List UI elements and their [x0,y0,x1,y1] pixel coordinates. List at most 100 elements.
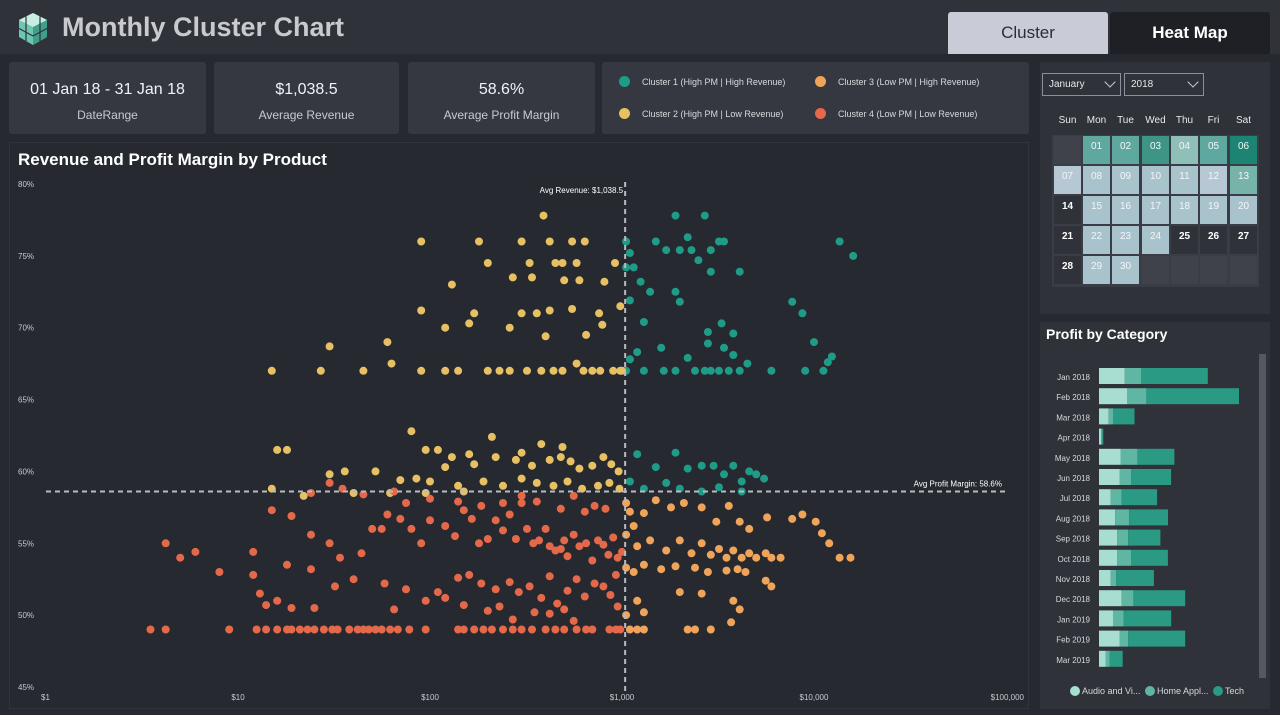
data-point-cluster-4 [417,539,426,548]
data-point-cluster-4 [551,625,560,634]
calendar-day[interactable]: 10 [1142,166,1169,194]
data-point-cluster-3 [727,618,736,627]
calendar-day[interactable]: 23 [1112,226,1139,254]
data-point-cluster-4 [553,599,562,608]
data-point-cluster-4 [390,605,399,614]
data-point-cluster-1 [729,351,738,359]
data-point-cluster-4 [345,625,354,634]
calendar-day[interactable]: 20 [1230,196,1257,224]
calendar-day[interactable]: 02 [1112,136,1139,164]
legend-audio-video[interactable]: Audio and Vi... [1070,686,1140,696]
data-point-cluster-3 [817,529,826,538]
calendar-day[interactable]: 19 [1200,196,1227,224]
bar-segment-3 [1116,570,1154,586]
calendar-day[interactable]: 22 [1083,226,1110,254]
calendar-day[interactable]: 30 [1112,256,1139,284]
calendar-day[interactable]: 08 [1083,166,1110,194]
calendar-day[interactable]: 18 [1171,196,1198,224]
legend-cluster-4[interactable]: Cluster 4 (Low PM | Low Revenue) [815,108,977,119]
calendar-day[interactable]: 13 [1230,166,1257,194]
data-point-cluster-3 [697,589,706,598]
legend-cluster-2[interactable]: Cluster 2 (High PM | Low Revenue) [619,108,783,119]
legend-dot-cluster-1 [619,76,630,87]
data-point-cluster-1 [697,461,706,470]
data-point-cluster-3 [679,499,688,507]
data-point-cluster-2 [299,491,308,500]
calendar-day[interactable]: 09 [1112,166,1139,194]
kpi-average-profit-margin-label: Average Profit Margin [443,108,560,122]
year-select[interactable]: 2018 [1124,73,1204,96]
calendar-day[interactable]: 12 [1200,166,1227,194]
profit-by-category-chart[interactable]: Jan 2018 Feb 2018 Mar 2018 Apr 2018 May 2018… [1040,354,1258,709]
data-point-cluster-4 [483,535,492,543]
data-point-cluster-4 [535,536,544,545]
scatter-chart[interactable]: 80% 75% 70% 65% 60% 55% 50% 45% $1 $10 $100 $1,000 $… [10,143,1028,708]
data-point-cluster-2 [609,366,618,375]
data-point-cluster-4 [537,593,546,602]
data-point-cluster-1 [849,251,858,260]
data-point-cluster-3 [697,503,706,512]
data-point-cluster-1 [675,246,684,255]
scrollbar[interactable] [1259,354,1266,678]
data-point-cluster-3 [761,549,770,558]
scatter-chart-panel: Revenue and Profit Margin by Product 80%… [9,142,1029,709]
tab-heat-map[interactable]: Heat Map [1110,12,1270,54]
calendar-day[interactable]: 14 [1054,196,1081,224]
data-point-cluster-2 [545,237,554,246]
calendar-day[interactable]: 03 [1142,136,1169,164]
data-point-cluster-2 [566,457,575,466]
data-point-cluster-2 [349,489,358,497]
legend-tech[interactable]: Tech [1213,686,1244,696]
legend-dot-cluster-3 [815,76,826,87]
legend-home-appliances[interactable]: Home Appl... [1145,686,1209,696]
data-point-cluster-2 [417,237,426,246]
data-point-cluster-1 [625,355,634,364]
calendar-day[interactable]: 05 [1200,136,1227,164]
data-point-cluster-4 [483,606,492,615]
calendar-day[interactable]: 26 [1200,226,1227,254]
data-point-cluster-4 [582,539,591,548]
legend-cluster-1[interactable]: Cluster 1 (High PM | High Revenue) [619,76,785,87]
data-point-cluster-2 [517,309,526,318]
data-point-cluster-1 [743,359,752,368]
calendar-day[interactable]: 07 [1054,166,1081,194]
legend-label-cluster-3: Cluster 3 (Low PM | High Revenue) [838,76,980,87]
data-point-cluster-3 [671,562,680,571]
calendar-day[interactable]: 01 [1083,136,1110,164]
calendar-day[interactable]: 28 [1054,256,1081,284]
calendar-day[interactable]: 17 [1142,196,1169,224]
calendar-day[interactable]: 21 [1054,226,1081,254]
calendar-day[interactable]: 27 [1230,226,1257,254]
data-point-cluster-1 [625,477,634,486]
calendar-day[interactable]: 24 [1142,226,1169,254]
data-point-cluster-2 [421,445,430,454]
calendar-day[interactable]: 29 [1083,256,1110,284]
data-point-cluster-4 [336,553,344,562]
calendar-day[interactable]: 06 [1230,136,1257,164]
category-label: Mar 2018 [1056,413,1090,422]
bar-segment-3 [1146,388,1239,405]
calendar-day[interactable]: 15 [1083,196,1110,224]
y-tick-label: 45% [18,683,34,692]
avg-profit-margin-label: Avg Profit Margin: 58.6% [914,480,1002,489]
calendar-day[interactable]: 11 [1171,166,1198,194]
data-point-cluster-2 [616,302,625,311]
month-select[interactable]: January [1042,73,1121,96]
data-point-cluster-4 [599,540,608,549]
legend-cluster-3[interactable]: Cluster 3 (Low PM | High Revenue) [815,76,979,87]
page-title: Monthly Cluster Chart [62,12,345,42]
data-point-cluster-4 [331,582,339,591]
data-point-cluster-1 [651,463,660,472]
tab-cluster[interactable]: Cluster [948,12,1108,54]
legend-dot-tech [1213,686,1223,696]
data-point-cluster-3 [752,553,761,562]
cluster-legend: Cluster 1 (High PM | High Revenue) Clust… [602,62,1029,134]
data-point-cluster-4 [380,579,389,588]
data-point-cluster-2 [618,366,626,375]
calendar-day[interactable]: 16 [1112,196,1139,224]
data-point-cluster-2 [441,463,450,472]
calendar-day[interactable]: 25 [1171,226,1198,254]
data-point-cluster-3 [767,553,776,562]
calendar-day[interactable]: 04 [1171,136,1198,164]
data-point-cluster-2 [572,359,581,368]
